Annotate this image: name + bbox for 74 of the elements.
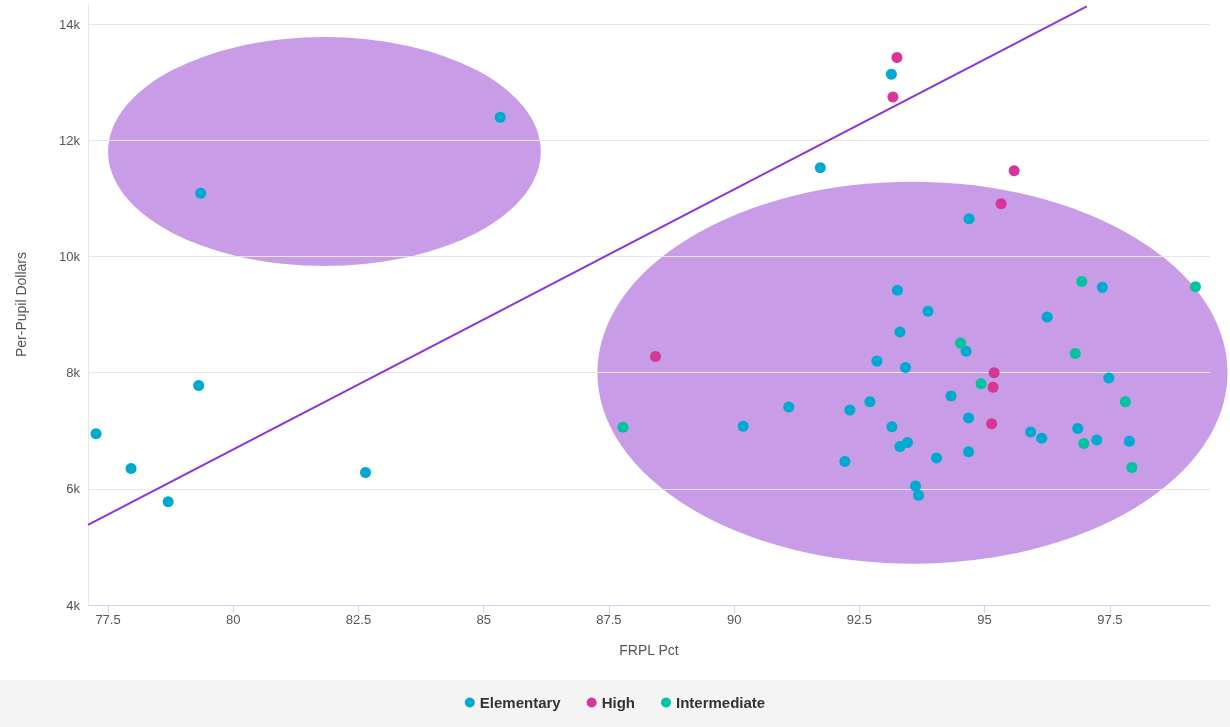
point [650,350,662,362]
point [955,337,967,349]
y-axis-title: Per-Pupil Dollars [13,251,29,358]
point [963,213,975,225]
point [1076,276,1088,288]
legend-label: High [601,694,636,711]
y-tick-label: 14k [59,16,81,32]
point [1126,461,1138,473]
point [891,284,903,296]
point [1008,165,1020,177]
x-axis-title: FRPL Pct [619,642,679,658]
point [945,390,957,402]
point [885,68,897,80]
point [1036,432,1048,444]
point [960,345,972,357]
point [986,418,998,430]
point [1072,422,1084,434]
point [90,428,102,440]
point [891,51,903,63]
x-tick-label: 90 [726,612,742,627]
point [894,326,906,338]
y-tick-label: 6k [66,481,81,497]
point [1091,434,1103,446]
point [871,355,883,367]
legend-label: Elementary [479,694,562,711]
point [193,380,205,391]
point [922,305,934,317]
point [887,91,899,103]
x-tick-label: 80 [226,612,241,627]
point [987,381,999,393]
point [1069,348,1081,360]
point [975,378,987,390]
point [912,489,924,501]
point [1096,281,1108,293]
y-tick-label: 8k [66,365,81,381]
point [195,187,207,199]
point [839,456,851,468]
x-tick-label: 92.5 [846,612,873,627]
point [963,446,975,458]
point [125,463,137,475]
point [1189,281,1201,293]
point [737,420,749,432]
point [1123,435,1135,447]
point [931,452,943,464]
point [162,496,174,508]
point [894,440,906,452]
x-tick-label: 97.5 [1097,612,1123,627]
point [494,111,506,123]
point [1103,372,1115,384]
point [899,362,911,373]
point [963,412,975,424]
y-tick-label: 10k [59,249,81,265]
point [988,367,1000,379]
x-tick-label: 85 [476,612,491,627]
x-tick-label: 95 [977,612,992,627]
point [814,162,826,174]
point [617,421,629,433]
point [864,396,876,408]
point [844,404,856,416]
point [1078,438,1090,450]
legend-label: Intermediate [676,694,766,711]
point [1119,396,1131,408]
x-tick-label: 87.5 [596,612,622,627]
point [1041,311,1053,323]
point [360,467,371,479]
x-tick-label: 77.5 [95,612,121,627]
point [783,401,795,413]
point [886,421,898,433]
x-tick-label: 82.5 [345,612,372,627]
point [995,198,1007,210]
y-tick-label: 4k [66,597,81,613]
y-tick-label: 12k [59,132,81,148]
point [1025,426,1037,438]
point [909,480,921,492]
